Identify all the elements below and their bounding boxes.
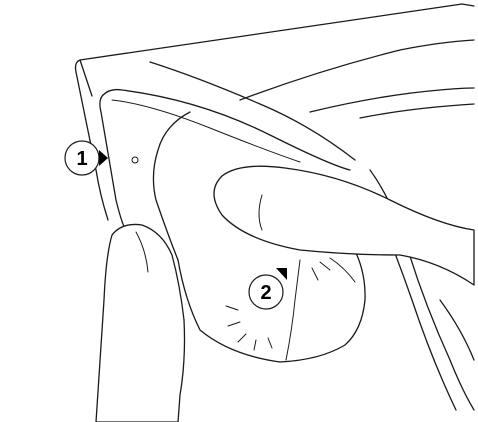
lens (131, 111, 366, 363)
callout-1-label: 1 (76, 148, 87, 170)
finger (95, 223, 186, 422)
callout-2-circle (248, 274, 284, 310)
callout-2-pointer (276, 268, 287, 280)
callout-2: 2 (248, 268, 287, 310)
thumb (213, 165, 475, 286)
callout-1: 1 (64, 140, 108, 176)
callout-1-pointer (99, 150, 108, 166)
snap-lines (225, 261, 331, 351)
callout-2-label: 2 (260, 282, 271, 304)
